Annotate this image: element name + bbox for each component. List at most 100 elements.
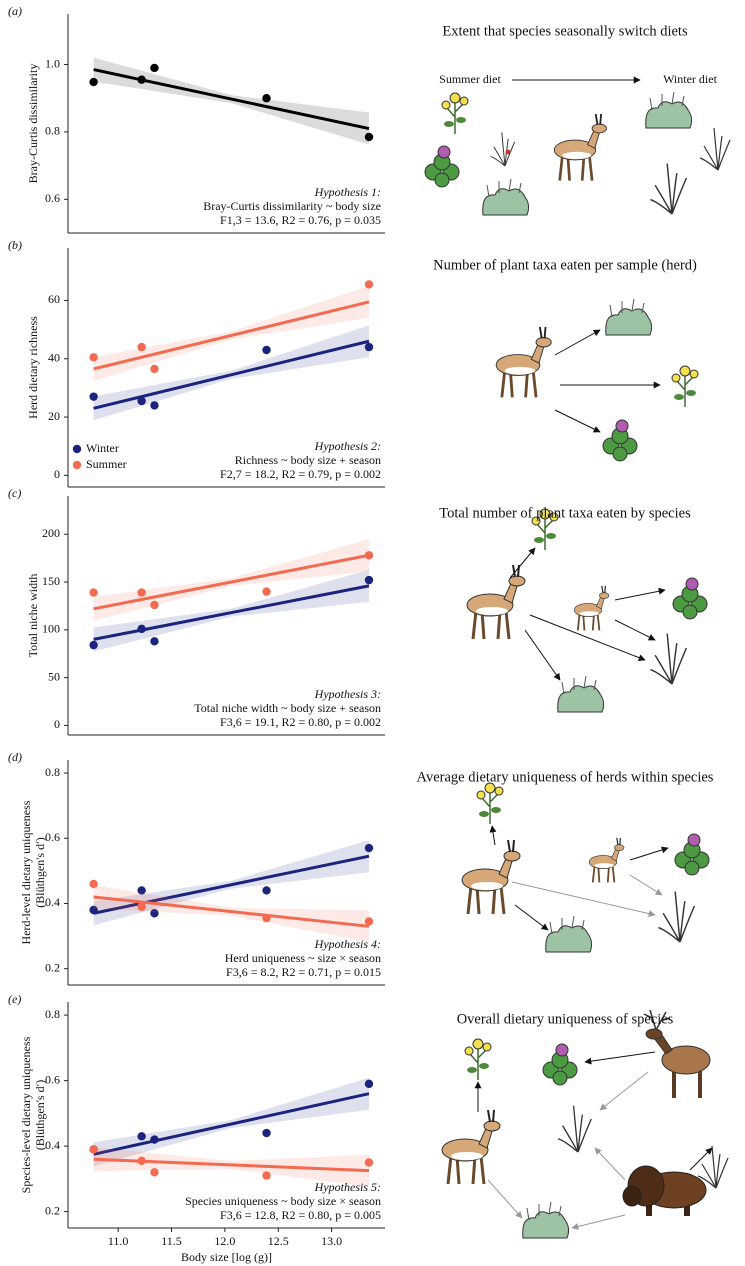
point — [137, 1132, 145, 1140]
panel-title: Number of plant taxa eaten per sample (h… — [433, 257, 697, 273]
y-tick-label: 0.2 — [45, 960, 60, 974]
y-tick-label: 0.6 — [45, 830, 60, 844]
y-axis-label: Species-level dietary uniqueness — [19, 1036, 33, 1193]
point — [89, 641, 97, 649]
y-tick-label: 0 — [54, 717, 60, 731]
hypothesis-text: F3,6 = 19.1, R2 = 0.80, p = 0.002 — [220, 715, 381, 729]
point — [89, 880, 97, 888]
y-tick-label: 0.6 — [45, 191, 60, 205]
hypothesis-text: Total niche width ~ body size + season — [194, 701, 381, 715]
point — [262, 886, 270, 894]
y-tick-label: 0.4 — [45, 1138, 60, 1152]
y-axis-label: Bray-Curtis dissimilarity — [26, 64, 40, 184]
y-tick-label: 0.8 — [45, 1007, 60, 1021]
point — [262, 914, 270, 922]
y-tick-label: 0.2 — [45, 1203, 60, 1217]
legend-label: Winter — [86, 441, 119, 455]
y-tick-label: 0.6 — [45, 1072, 60, 1086]
x-axis-label: Body size [log (g)] — [181, 1250, 272, 1264]
y-tick-label: 200 — [42, 526, 60, 540]
y-tick-label: 1.0 — [45, 56, 60, 70]
panel-title: Overall dietary uniqueness of species — [457, 1011, 674, 1027]
panel-label: (c) — [8, 486, 21, 500]
point — [365, 133, 373, 141]
point — [137, 76, 145, 84]
legend-marker — [73, 445, 81, 453]
point — [365, 1158, 373, 1166]
point — [262, 346, 270, 354]
point — [137, 903, 145, 911]
illustration-a: Summer diet Winter diet — [425, 72, 730, 215]
point — [365, 917, 373, 925]
panel-label: (d) — [8, 750, 22, 764]
point — [150, 637, 158, 645]
y-tick-label: 0.4 — [45, 895, 60, 909]
y-axis-label: Herd dietary richness — [26, 316, 40, 419]
point — [365, 280, 373, 288]
y-tick-label: 100 — [42, 622, 60, 636]
y-tick-label: 0 — [54, 467, 60, 481]
y-tick-label: 0.8 — [45, 124, 60, 138]
panel-title: Average dietary uniqueness of herds with… — [417, 769, 714, 785]
point — [89, 392, 97, 400]
point — [365, 551, 373, 559]
point — [137, 397, 145, 405]
point — [150, 601, 158, 609]
illustration-c — [467, 509, 707, 712]
hypothesis-text: Hypothesis 2: — [314, 439, 381, 453]
illustration-b — [496, 299, 698, 461]
figure: Summer diet Winter diet — [0, 0, 745, 1266]
hypothesis-text: Hypothesis 4: — [314, 937, 381, 951]
point — [137, 343, 145, 351]
hypothesis-text: Species uniqueness ~ body size × season — [185, 1194, 381, 1208]
point — [365, 576, 373, 584]
point — [262, 1129, 270, 1137]
panel-title: Total number of plant taxa eaten by spec… — [439, 505, 691, 521]
y-tick-label: 50 — [48, 669, 60, 683]
hypothesis-text: Bray-Curtis dissimilarity ~ body size — [203, 199, 381, 213]
hypothesis-text: Herd uniqueness ~ size × season — [225, 951, 381, 965]
legend-label: Summer — [86, 457, 127, 471]
point — [150, 401, 158, 409]
point — [89, 78, 97, 86]
diet-label: Summer diet — [439, 72, 501, 86]
point — [89, 588, 97, 596]
point — [365, 1080, 373, 1088]
y-axis-label: Total niche width — [26, 574, 40, 658]
point — [262, 1171, 270, 1179]
illustration-e — [442, 1010, 728, 1238]
point — [137, 625, 145, 633]
hypothesis-text: Hypothesis 5: — [314, 1180, 381, 1194]
hypothesis-text: F2,7 = 18.2, R2 = 0.79, p = 0.002 — [220, 467, 381, 481]
point — [262, 587, 270, 595]
hypothesis-text: Hypothesis 3: — [314, 687, 381, 701]
hypothesis-text: F3,6 = 12.8, R2 = 0.80, p = 0.005 — [220, 1208, 381, 1222]
point — [89, 353, 97, 361]
point — [365, 844, 373, 852]
diet-label: Winter diet — [663, 72, 717, 86]
hypothesis-text: Richness ~ body size + season — [235, 453, 381, 467]
panel-label: (e) — [8, 992, 21, 1006]
y-axis-label: Herd-level dietary uniqueness — [19, 800, 33, 944]
point — [365, 343, 373, 351]
bootstrap-band — [94, 58, 369, 145]
fit-line — [94, 70, 369, 129]
y-tick-label: 20 — [48, 409, 60, 423]
point — [137, 588, 145, 596]
point — [150, 1168, 158, 1176]
y-tick-label: 40 — [48, 351, 60, 365]
y-tick-label: 150 — [42, 574, 60, 588]
point — [150, 1135, 158, 1143]
point — [150, 365, 158, 373]
x-tick-label: 12.5 — [268, 1234, 289, 1248]
illustration-d — [462, 783, 709, 952]
fit-line — [94, 1094, 369, 1155]
point — [262, 94, 270, 102]
panel-title: Extent that species seasonally switch di… — [442, 23, 688, 39]
hypothesis-text: F3,6 = 8.2, R2 = 0.71, p = 0.015 — [226, 965, 381, 979]
point — [89, 1145, 97, 1153]
x-tick-label: 11.5 — [161, 1234, 182, 1248]
bootstrap-band — [94, 325, 369, 420]
bootstrap-band — [94, 539, 369, 621]
hypothesis-text: Hypothesis 1: — [314, 185, 381, 199]
